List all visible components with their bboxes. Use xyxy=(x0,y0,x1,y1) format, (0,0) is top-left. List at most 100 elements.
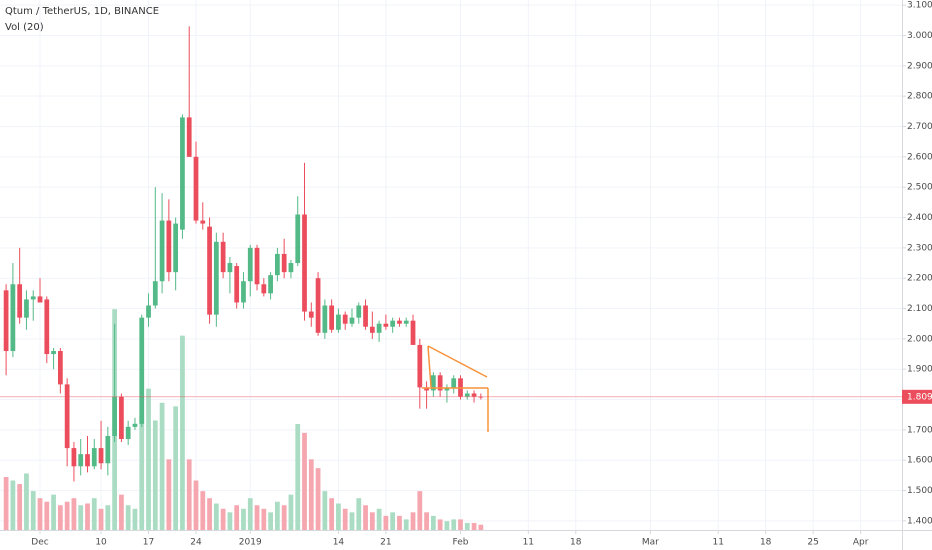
volume-bar xyxy=(464,522,470,530)
candle-body xyxy=(78,454,84,467)
volume-bar xyxy=(363,505,368,530)
y-tick-label: 3.000 xyxy=(907,31,932,41)
candle-body xyxy=(105,435,111,464)
y-tick-label: 1.600 xyxy=(907,456,932,466)
volume-bar xyxy=(24,473,29,530)
candle-body xyxy=(417,344,423,388)
candle-body xyxy=(437,375,443,391)
volume-label: Vol (20) xyxy=(5,22,44,33)
candle-body xyxy=(24,299,29,318)
volume-bar xyxy=(220,508,226,530)
volume-bar xyxy=(213,503,219,530)
volume-bar xyxy=(91,498,97,530)
y-tick-label: 2.500 xyxy=(907,183,932,193)
candle-body xyxy=(302,214,307,312)
candle-body xyxy=(71,448,77,467)
trend-line xyxy=(427,345,488,378)
y-tick-label: 3.100 xyxy=(907,1,932,11)
candle-body xyxy=(471,393,477,397)
candle-body xyxy=(430,375,436,391)
candle-body xyxy=(247,247,253,282)
candle-body xyxy=(424,387,429,391)
candle-body xyxy=(464,393,470,397)
volume-bar xyxy=(268,512,273,530)
volume-bar xyxy=(329,498,335,530)
volume-bar xyxy=(37,498,43,530)
y-tick-label: 1.900 xyxy=(907,365,932,375)
x-tick-label: 11 xyxy=(712,538,723,548)
volume-bar xyxy=(410,512,416,530)
candle-body xyxy=(166,220,172,273)
candle-body xyxy=(295,214,301,264)
volume-bar xyxy=(85,503,90,530)
volume-bar xyxy=(336,503,341,530)
candle-body xyxy=(336,314,341,330)
volume-bar xyxy=(125,505,131,530)
candle-body xyxy=(37,296,43,303)
volume-bar xyxy=(105,505,111,530)
volume-layer xyxy=(3,309,484,530)
y-tick-label: 2.300 xyxy=(907,243,932,253)
candle-body xyxy=(254,247,260,285)
volume-bar xyxy=(57,505,63,530)
volume-bar xyxy=(119,494,124,530)
candle-body xyxy=(180,117,185,230)
x-tick-label: 17 xyxy=(143,538,154,548)
y-tick-label: 2.200 xyxy=(907,274,932,284)
volume-bar xyxy=(254,505,260,530)
drawing xyxy=(422,345,489,432)
x-tick-label: 18 xyxy=(760,538,772,548)
candle-body xyxy=(288,263,294,273)
volume-bar xyxy=(376,508,382,530)
candle-body xyxy=(57,351,63,385)
x-tick-label: Feb xyxy=(453,538,469,548)
volume-bar xyxy=(403,519,409,530)
candle-body xyxy=(173,223,179,273)
volume-bar xyxy=(64,501,70,530)
x-tick-label: 25 xyxy=(807,538,818,548)
candle-body xyxy=(451,378,457,388)
volume-bar xyxy=(78,505,84,530)
volume-bar xyxy=(132,508,138,530)
volume-bar xyxy=(71,498,77,530)
volume-bar xyxy=(146,388,151,530)
x-tick-label: 14 xyxy=(333,538,345,548)
volume-bar xyxy=(342,508,348,530)
candle-body xyxy=(410,320,416,345)
x-tick-label: Apr xyxy=(853,538,869,548)
volume-bar xyxy=(295,424,301,530)
candle-body xyxy=(10,284,16,352)
volume-bar xyxy=(430,515,436,530)
volume-bar xyxy=(322,491,328,530)
candle-body xyxy=(125,426,131,439)
volume-bar xyxy=(207,498,212,530)
y-tick-label: 2.800 xyxy=(907,92,932,102)
volume-bar xyxy=(390,512,396,530)
volume-bar xyxy=(193,480,199,530)
candle-body xyxy=(342,314,348,324)
last-price-label: 1.809 xyxy=(907,392,932,402)
candle-body xyxy=(132,423,138,427)
last-price-tag xyxy=(902,389,932,404)
candle-body xyxy=(281,253,287,273)
volume-bar xyxy=(471,522,477,530)
volume-bar xyxy=(369,512,375,530)
volume-bar xyxy=(3,477,9,530)
volume-bar xyxy=(424,512,429,530)
volume-bar xyxy=(444,521,450,530)
candle-body xyxy=(112,396,117,436)
volume-bar xyxy=(397,515,402,530)
y-tick-label: 1.700 xyxy=(907,425,932,435)
volume-bar xyxy=(17,484,23,530)
x-tick-label: 21 xyxy=(380,538,391,548)
volume-bar xyxy=(152,420,158,530)
volume-bar xyxy=(478,524,484,530)
candle-body xyxy=(17,284,23,318)
y-tick-label: 2.000 xyxy=(907,334,932,344)
candle-layer xyxy=(3,26,484,482)
candle-body xyxy=(356,305,362,318)
candle-body xyxy=(30,296,36,300)
candle-body xyxy=(234,266,240,303)
trend-line xyxy=(427,345,432,388)
volume-bar xyxy=(451,519,457,530)
